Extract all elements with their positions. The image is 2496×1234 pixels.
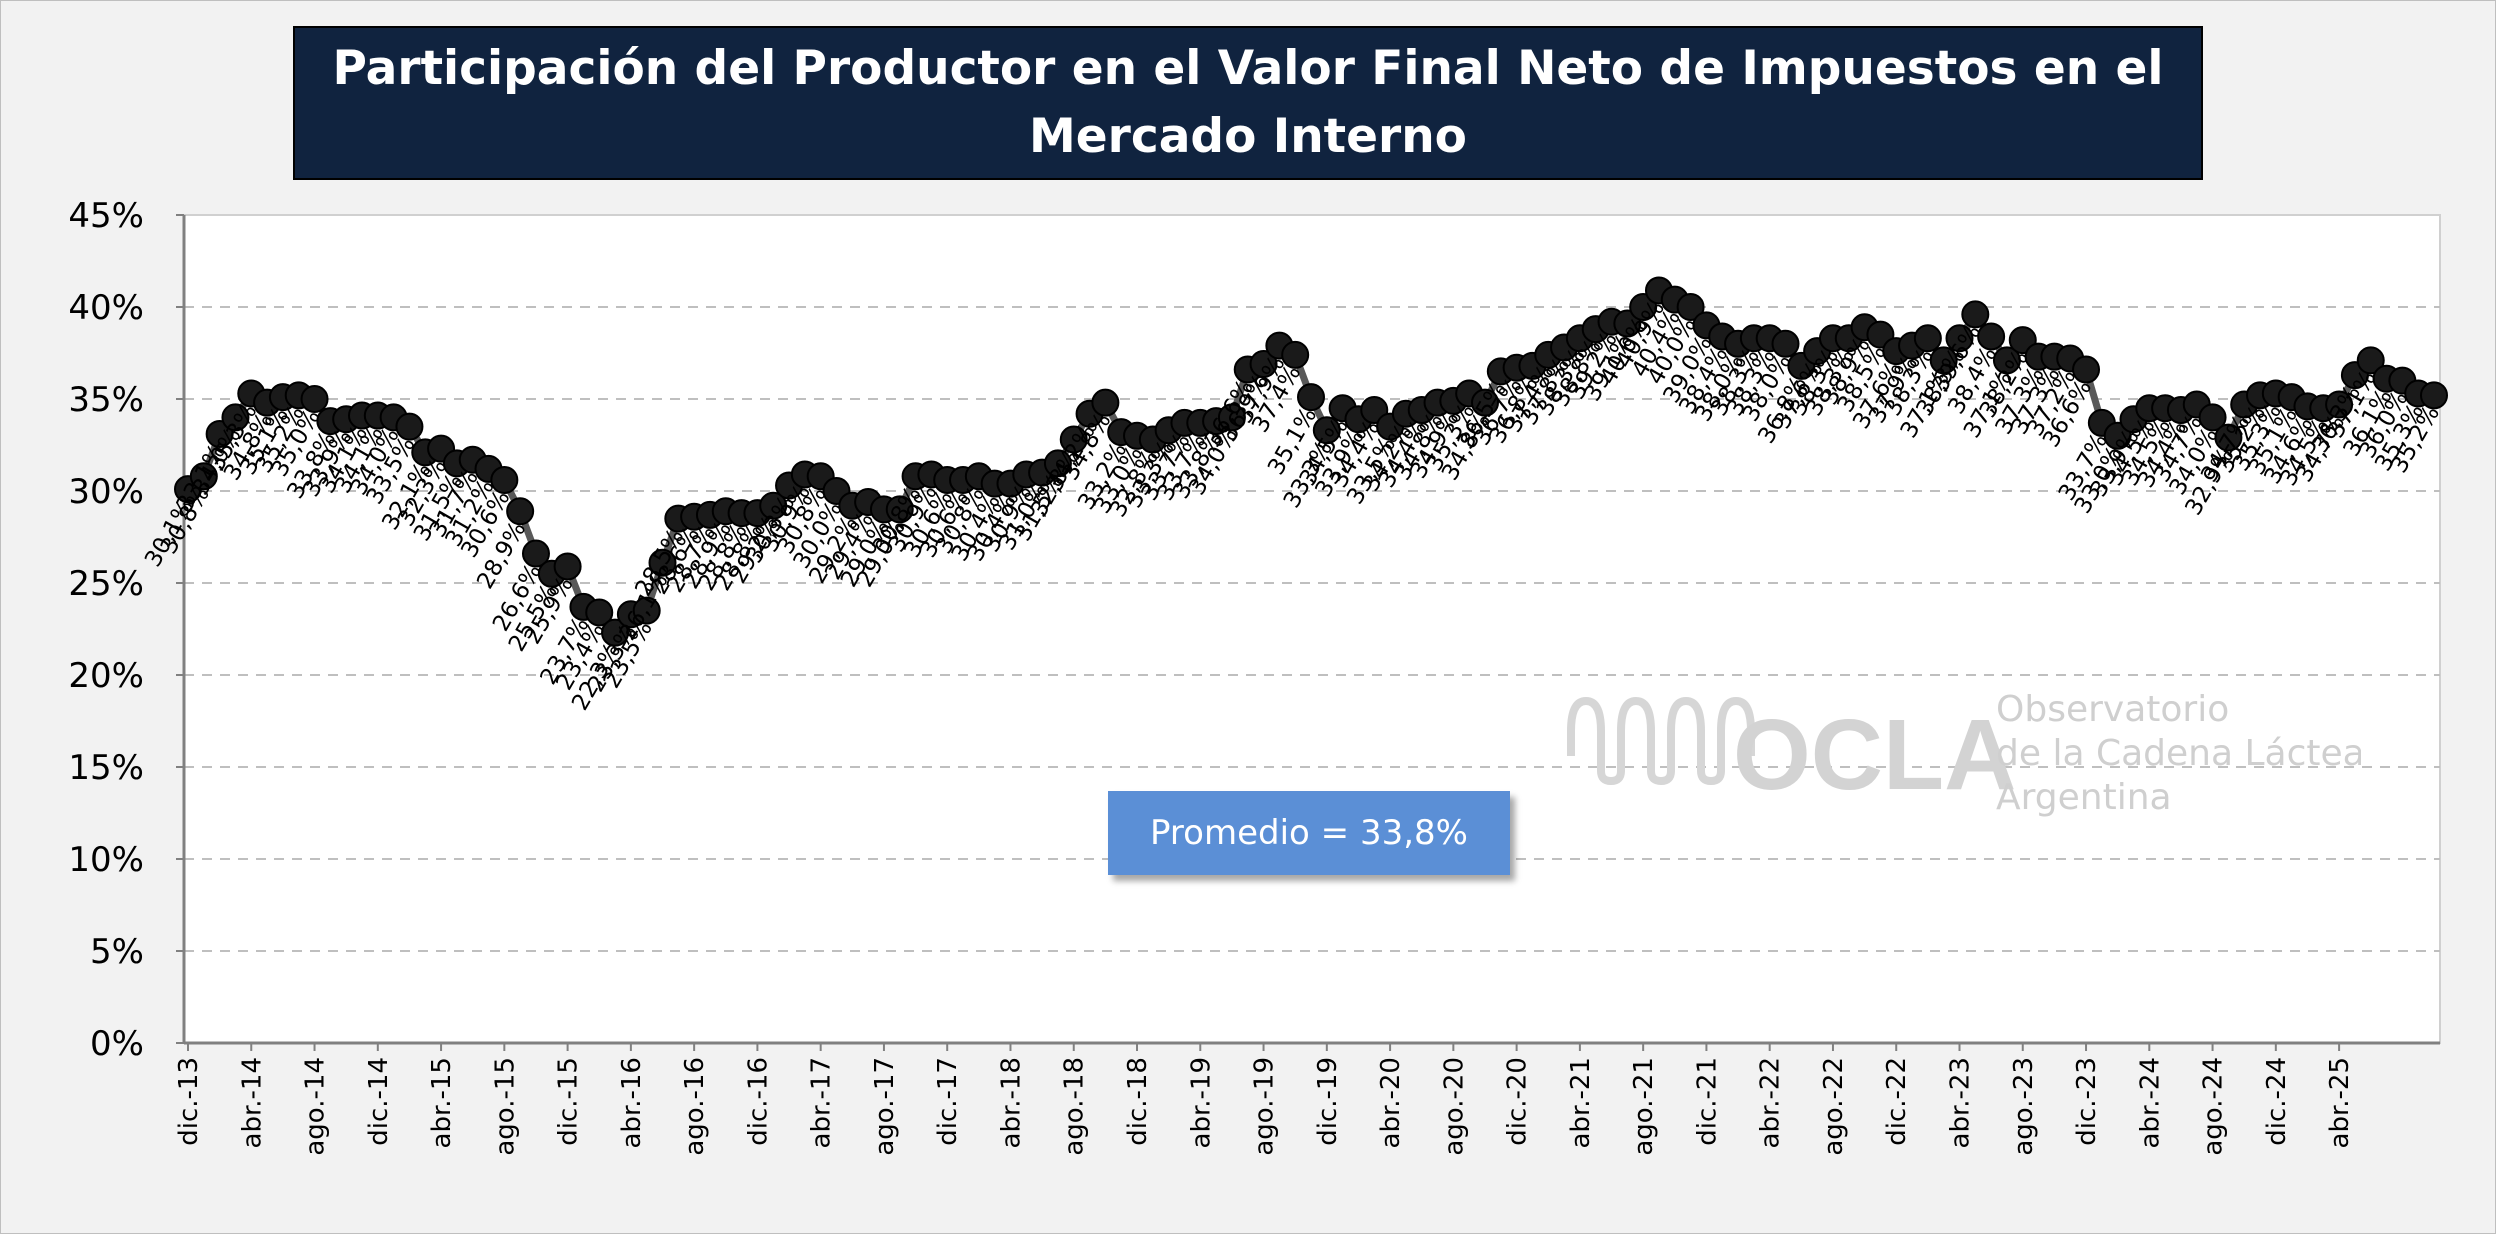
x-tick-label: abr.-15 bbox=[427, 1057, 457, 1148]
data-point bbox=[2198, 403, 2227, 432]
y-tick-label: 10% bbox=[68, 840, 144, 880]
x-tick-label: dic.-20 bbox=[1503, 1057, 1533, 1146]
data-point bbox=[759, 491, 788, 520]
x-tick-label: ago.-15 bbox=[490, 1057, 520, 1156]
y-tick-label: 30% bbox=[68, 472, 144, 512]
x-tick-label: dic.-13 bbox=[174, 1057, 204, 1146]
data-point bbox=[632, 596, 661, 625]
average-box: Promedio = 33,8% bbox=[1108, 791, 1510, 875]
x-tick-label: abr.-16 bbox=[617, 1057, 647, 1148]
data-point bbox=[395, 412, 424, 441]
data-point bbox=[1249, 350, 1278, 379]
gridlines bbox=[176, 214, 2440, 1051]
x-tick-label: abr.-23 bbox=[1945, 1057, 1975, 1148]
data-point bbox=[1676, 293, 1705, 321]
x-tick-label: ago.-20 bbox=[1439, 1057, 1469, 1156]
x-tick-label: ago.-24 bbox=[2199, 1057, 2229, 1156]
x-tick-label: abr.-20 bbox=[1376, 1057, 1406, 1148]
data-point bbox=[1913, 324, 1942, 353]
data-point bbox=[1043, 449, 1072, 478]
data-point bbox=[585, 598, 614, 627]
data-point bbox=[506, 497, 535, 526]
x-tick-label: abr.-24 bbox=[2135, 1057, 2165, 1148]
chart-title-box: Participación del Productor en el Valor … bbox=[293, 26, 2203, 180]
y-tick-label: 20% bbox=[68, 656, 144, 696]
data-point bbox=[2325, 390, 2354, 419]
data-point bbox=[1961, 300, 1990, 329]
x-tick-label: ago.-14 bbox=[301, 1057, 331, 1156]
y-tick-label: 35% bbox=[68, 380, 144, 420]
data-point bbox=[1977, 322, 2006, 351]
y-tick-label: 5% bbox=[90, 932, 144, 972]
y-tick-label: 25% bbox=[68, 564, 144, 604]
data-point bbox=[1091, 388, 1120, 417]
data-labels: 30,1%30,8%33,1%34,0%35,3%34,8%35,1%35,2%… bbox=[140, 296, 2445, 715]
x-tick-label: abr.-14 bbox=[237, 1057, 267, 1148]
data-point bbox=[1059, 425, 1088, 454]
x-tick-label: ago.-21 bbox=[1629, 1057, 1659, 1156]
y-tick-label: 0% bbox=[90, 1024, 144, 1064]
data-point bbox=[2072, 355, 2101, 384]
x-tick-label: ago.-16 bbox=[680, 1057, 710, 1156]
x-tick-label: dic.-23 bbox=[2072, 1057, 2102, 1146]
data-point bbox=[490, 465, 519, 494]
data-point bbox=[648, 548, 677, 577]
average-label: Promedio = 33,8% bbox=[1150, 813, 1468, 853]
x-tick-label: ago.-17 bbox=[870, 1057, 900, 1156]
y-tick-labels: 0% 5% 10% 15% 20% 25% 30% 35% 40% 45% bbox=[68, 196, 144, 1064]
x-tick-label: dic.-19 bbox=[1313, 1057, 1343, 1146]
data-point bbox=[221, 403, 250, 432]
ocla-logo-mark-icon bbox=[1567, 696, 1755, 786]
x-tick-label: ago.-22 bbox=[1819, 1057, 1849, 1156]
x-tick-label: abr.-19 bbox=[1186, 1057, 1216, 1148]
chart-title: Participación del Productor en el Valor … bbox=[332, 41, 2164, 164]
x-tick-label: dic.-24 bbox=[2262, 1057, 2292, 1146]
x-tick-label: dic.-21 bbox=[1692, 1057, 1722, 1146]
data-point bbox=[2214, 423, 2243, 452]
data-point bbox=[1929, 346, 1958, 375]
data-point bbox=[189, 462, 218, 491]
x-tick-label: dic.-22 bbox=[1882, 1057, 1912, 1146]
x-tick-label: ago.-19 bbox=[1250, 1057, 1280, 1156]
ocla-logo-line2: de la Cadena Láctea bbox=[1996, 733, 2361, 774]
x-tick-label: dic.-16 bbox=[743, 1057, 773, 1146]
data-point bbox=[553, 552, 582, 581]
x-tick-label: ago.-18 bbox=[1060, 1057, 1090, 1156]
ocla-logo-line1: Observatorio bbox=[1996, 689, 2229, 730]
data-point bbox=[1297, 383, 1325, 412]
ocla-logo-mark: OCLA bbox=[1733, 699, 2016, 811]
data-point bbox=[1771, 329, 1800, 358]
x-tick-label: ago.-23 bbox=[2009, 1057, 2039, 1156]
x-tick-label: abr.-21 bbox=[1566, 1057, 1596, 1148]
data-point bbox=[1992, 346, 2021, 375]
x-tick-label: dic.-15 bbox=[554, 1057, 584, 1146]
data-point bbox=[1217, 403, 1246, 432]
series-markers bbox=[174, 276, 2448, 647]
x-tick-label: abr.-17 bbox=[807, 1057, 837, 1148]
data-point bbox=[885, 495, 914, 524]
x-tick-labels: dic.-13 abr.-14 ago.-14 dic.-14 abr.-15 ago.-… bbox=[174, 1057, 2355, 1156]
x-tick-label: dic.-18 bbox=[1123, 1057, 1153, 1146]
data-point bbox=[2356, 346, 2385, 375]
y-tick-label: 40% bbox=[68, 288, 144, 328]
y-tick-label: 45% bbox=[68, 196, 144, 236]
ocla-logo: OCLA Observatorio de la Cadena Láctea Ar… bbox=[1567, 689, 2361, 818]
data-point bbox=[1945, 324, 1974, 353]
data-point bbox=[300, 385, 329, 413]
x-tick-label: dic.-14 bbox=[364, 1057, 394, 1146]
data-point bbox=[1281, 340, 1310, 369]
x-tick-label: dic.-17 bbox=[933, 1057, 963, 1146]
x-tick-label: abr.-22 bbox=[1756, 1057, 1786, 1148]
data-point bbox=[1470, 388, 1499, 417]
data-point bbox=[1312, 416, 1341, 445]
x-tick-label: abr.-25 bbox=[2325, 1057, 2355, 1148]
data-point bbox=[2420, 381, 2448, 410]
data-point bbox=[521, 539, 550, 568]
ocla-logo-line3: Argentina bbox=[1996, 777, 2172, 818]
data-point bbox=[601, 618, 630, 647]
y-tick-label: 15% bbox=[68, 748, 144, 788]
x-tick-label: abr.-18 bbox=[996, 1057, 1026, 1148]
